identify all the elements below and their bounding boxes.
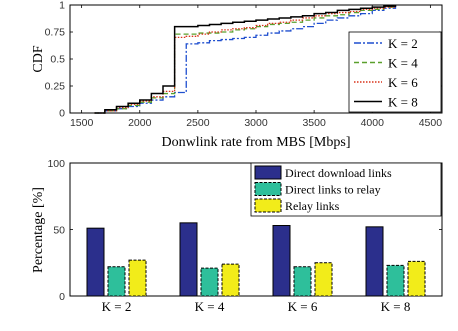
cdf-xtick-label: 4500 [419,117,443,129]
bar [200,267,219,297]
bar [314,262,333,297]
bar-legend: Direct download links Direct links to rel… [250,162,442,217]
bar [179,222,198,297]
bar [272,225,291,297]
cdf-legend-label: K = 6 [388,75,418,90]
bar-ytick-label: 0 [59,291,65,303]
cdf-legend-box [348,31,442,113]
cdf-xtick-label: 3500 [302,117,326,129]
cdf-legend-label: K = 4 [388,56,418,71]
bar-legend-label: Direct links to relay [285,183,381,197]
bar-category-label: K = 6 [288,299,318,314]
bar [221,263,240,297]
cdf-ylabel: CDF [31,45,46,72]
bar [107,266,126,297]
bar [386,264,405,297]
cdf-legend-label: K = 2 [388,36,418,51]
cdf-series-line [94,5,397,114]
cdf-xtick-label: 2000 [128,117,152,129]
bar-legend-box [250,162,442,217]
bar [293,266,312,297]
cdf-ytick-label: 0.5 [50,54,65,66]
cdf-legend: K = 2 K = 4 K = 6 K = 8 [348,31,442,113]
cdf-ytick-label: 0.75 [45,27,66,39]
bar-legend-swatch [254,198,282,213]
cdf-chart: 1500 2000 2500 3000 3500 4000 4500 0 0.25 0.5 0.75… [31,0,443,150]
bar-ytick-label: 100 [47,158,65,170]
bar-category-label: K = 2 [102,299,132,314]
cdf-ytick-label: 0.25 [45,81,66,93]
bar [86,227,105,297]
cdf-series-lines [94,5,397,114]
cdf-xtick-label: 4000 [361,117,385,129]
cdf-series-line [94,5,397,114]
bar-legend-swatch [254,182,282,196]
cdf-legend-label: K = 8 [388,95,418,110]
bar [365,226,384,297]
bar-ylabel: Percentage [%] [31,187,46,273]
bar-legend-swatch [254,165,282,180]
bar-category-label: K = 8 [381,299,411,314]
cdf-xtick-label: 3000 [244,117,268,129]
cdf-series-line [94,5,397,114]
bar-category-label: K = 4 [195,299,225,314]
cdf-ticks: 1500 2000 2500 3000 3500 4000 4500 0 0.25 0.5 0.75… [45,0,443,129]
bar-legend-label: Relay links [285,199,340,213]
cdf-xtick-label: 2500 [186,117,210,129]
bar-ytick-label: 50 [53,225,65,237]
bar [407,260,426,297]
bar-ticks: 0 50 100 K = 2 K = 4 K = 6 K = 8 [47,158,442,314]
cdf-series-line [94,5,397,114]
bar-chart: 0 50 100 K = 2 K = 4 K = 6 K = 8 Percentage [%… [31,158,443,314]
cdf-xtick-label: 1500 [70,117,94,129]
bar [128,259,147,297]
cdf-ytick-label: 1 [59,0,65,12]
cdf-ytick-label: 0 [59,108,65,120]
cdf-xlabel: Donwlink rate from MBS [Mbps] [162,135,351,150]
bar-legend-label: Direct download links [285,166,392,180]
bar-series [86,222,426,297]
